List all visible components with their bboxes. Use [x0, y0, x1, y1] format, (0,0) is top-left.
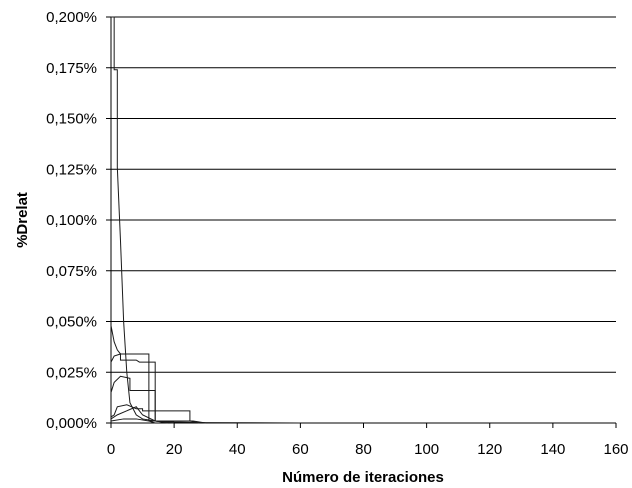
- series-line-5: [110, 404, 200, 424]
- y-tick-label: 0,025%: [46, 364, 97, 381]
- y-axis-title: %Drelat: [14, 192, 31, 248]
- series-line-2: [110, 325, 206, 424]
- y-tick-label: 0,000%: [46, 415, 97, 432]
- x-tick-label: 160: [603, 441, 628, 458]
- x-tick-label: 100: [414, 441, 439, 458]
- y-tick-label: 0,075%: [46, 263, 97, 280]
- series-line-4: [110, 375, 168, 424]
- y-tick-label: 0,150%: [46, 111, 97, 128]
- x-axis-title: Número de iteraciones: [282, 469, 444, 486]
- y-tick-label: 0,050%: [46, 314, 97, 331]
- series-line-3: [110, 353, 175, 424]
- x-tick-label: 120: [477, 441, 502, 458]
- gridlines: [111, 16, 616, 373]
- y-tick-label: 0,125%: [46, 161, 97, 178]
- y-tick-label: 0,100%: [46, 212, 97, 229]
- x-tick-labels: 0 20 40 60 80 100 120 140 160: [107, 423, 629, 458]
- series-lines: [110, 16, 301, 424]
- series-line-1: [111, 16, 301, 424]
- x-tick-label: 20: [166, 441, 183, 458]
- y-tick-label: 0,175%: [46, 60, 97, 77]
- series-line-7: [110, 418, 156, 424]
- x-tick-label: 140: [540, 441, 565, 458]
- y-tick-labels: 0,000% 0,025% 0,050% 0,075% 0,100% 0,125% 0,15…: [46, 9, 111, 432]
- x-tick-label: 40: [229, 441, 246, 458]
- x-tick-label: 80: [355, 441, 372, 458]
- y-tick-label: 0,200%: [46, 9, 97, 26]
- x-tick-label: 60: [292, 441, 309, 458]
- series-line-6: [110, 406, 175, 424]
- x-tick-label: 0: [107, 441, 115, 458]
